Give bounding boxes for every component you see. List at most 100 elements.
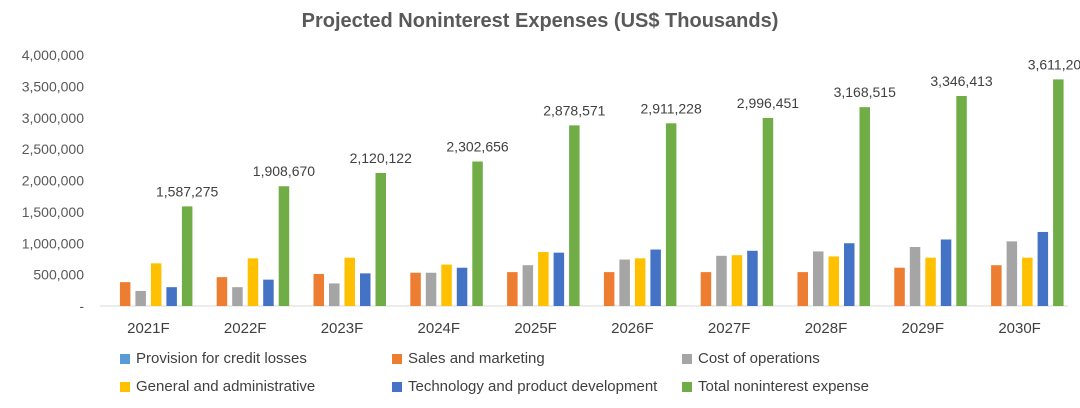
chart-title: Projected Noninterest Expenses (US$ Thou… bbox=[301, 10, 779, 32]
bar-technology-and-product-development bbox=[456, 267, 468, 306]
legend-item: General and administrative bbox=[120, 378, 315, 395]
bar-general-and-administrative bbox=[925, 257, 936, 306]
bar-general-and-administrative bbox=[828, 256, 839, 306]
legend-swatch bbox=[682, 381, 692, 392]
y-tick-label: 3,500,000 bbox=[22, 78, 84, 94]
bar-sales-and-marketing bbox=[410, 272, 421, 306]
bar-general-and-administrative bbox=[1022, 257, 1033, 306]
legend-swatch bbox=[392, 353, 402, 364]
x-tick-label: 2030F bbox=[998, 320, 1041, 337]
bar-sales-and-marketing bbox=[507, 272, 518, 306]
legend-item: Total noninterest expense bbox=[682, 378, 869, 395]
legend-label: Cost of operations bbox=[698, 350, 820, 367]
bar-technology-and-product-development bbox=[1037, 231, 1049, 306]
y-tick-label: 4,000,000 bbox=[22, 47, 84, 63]
legend-label: Provision for credit losses bbox=[136, 350, 307, 367]
data-label: 3,346,413 bbox=[930, 73, 992, 89]
legend-item: Sales and marketing bbox=[392, 350, 545, 367]
y-tick-label: 2,500,000 bbox=[22, 141, 84, 157]
bar-cost-of-operations bbox=[909, 247, 921, 306]
data-label: 3,611,202 bbox=[1028, 56, 1080, 72]
bar-total-noninterest-expense bbox=[375, 172, 386, 306]
bar-sales-and-marketing bbox=[216, 277, 228, 306]
bar-sales-and-marketing bbox=[991, 265, 1002, 306]
data-label: 2,996,451 bbox=[737, 95, 799, 111]
x-tick-label: 2029F bbox=[902, 320, 945, 337]
bar-total-noninterest-expense bbox=[762, 117, 774, 306]
legend-label: General and administrative bbox=[136, 378, 316, 395]
bar-general-and-administrative bbox=[538, 252, 549, 306]
bar-sales-and-marketing bbox=[119, 282, 131, 306]
x-tick-label: 2024F bbox=[418, 320, 461, 337]
bar-sales-and-marketing bbox=[603, 272, 615, 306]
y-tick-label: - bbox=[79, 298, 84, 314]
bar-cost-of-operations bbox=[522, 265, 534, 306]
bar-technology-and-product-development bbox=[360, 273, 371, 306]
data-label: 2,878,571 bbox=[543, 102, 605, 118]
bar-general-and-administrative bbox=[731, 255, 743, 306]
x-tick-label: 2025F bbox=[514, 320, 557, 337]
y-tick-label: 2,000,000 bbox=[22, 173, 84, 189]
bar-technology-and-product-development bbox=[263, 279, 274, 306]
y-tick-label: 1,000,000 bbox=[22, 235, 84, 251]
bar-sales-and-marketing bbox=[700, 272, 712, 306]
bar-cost-of-operations bbox=[619, 259, 630, 306]
legend-swatch bbox=[682, 353, 692, 364]
y-tick-label: 500,000 bbox=[33, 267, 84, 283]
data-label: 2,120,122 bbox=[350, 150, 412, 166]
bar-technology-and-product-development bbox=[166, 287, 177, 306]
bar-general-and-administrative bbox=[344, 257, 355, 306]
bar-cost-of-operations bbox=[232, 287, 243, 306]
x-tick-label: 2023F bbox=[321, 320, 364, 337]
legend-item: Provision for credit losses bbox=[120, 350, 307, 367]
legend-label: Total noninterest expense bbox=[698, 378, 869, 395]
legend-item: Technology and product development bbox=[392, 378, 657, 395]
x-tick-label: 2021F bbox=[127, 320, 170, 337]
legend-swatch bbox=[392, 381, 402, 392]
bar-cost-of-operations bbox=[329, 283, 340, 306]
x-tick-label: 2026F bbox=[611, 320, 654, 337]
bar-technology-and-product-development bbox=[747, 250, 758, 306]
bar-total-noninterest-expense bbox=[665, 123, 677, 307]
bar-technology-and-product-development bbox=[844, 243, 855, 306]
plot-area: - 500,000 1,000,000 1,500,000 2,000,000 2,500… bbox=[22, 47, 1080, 337]
bar-total-noninterest-expense bbox=[956, 96, 967, 307]
legend-item: Cost of operations bbox=[682, 350, 820, 367]
bar-total-noninterest-expense bbox=[472, 161, 483, 306]
bar-cost-of-operations bbox=[716, 255, 727, 306]
data-label: 2,911,228 bbox=[641, 100, 702, 116]
bar-cost-of-operations bbox=[813, 251, 824, 306]
bar-total-noninterest-expense bbox=[859, 107, 870, 306]
bar-general-and-administrative bbox=[247, 258, 259, 306]
bar-sales-and-marketing bbox=[797, 272, 808, 306]
bar-total-noninterest-expense bbox=[278, 186, 290, 306]
x-tick-label: 2022F bbox=[224, 320, 267, 337]
bar-technology-and-product-development bbox=[650, 249, 661, 306]
data-label: 1,908,670 bbox=[253, 163, 315, 179]
bar-general-and-administrative bbox=[441, 264, 452, 306]
bar-technology-and-product-development bbox=[940, 239, 952, 306]
y-tick-label: 1,500,000 bbox=[22, 204, 84, 220]
bar-general-and-administrative bbox=[150, 263, 162, 306]
bar-cost-of-operations bbox=[425, 272, 437, 306]
legend-label: Technology and product development bbox=[408, 378, 658, 395]
bar-general-and-administrative bbox=[634, 258, 646, 306]
data-label: 3,168,515 bbox=[834, 84, 896, 100]
bar-total-noninterest-expense bbox=[569, 125, 580, 307]
x-tick-label: 2027F bbox=[708, 320, 751, 337]
bar-sales-and-marketing bbox=[313, 273, 324, 306]
data-label: 1,587,275 bbox=[156, 183, 218, 199]
legend-swatch bbox=[120, 353, 130, 364]
bar-technology-and-product-development bbox=[553, 252, 565, 306]
bar-cost-of-operations bbox=[135, 290, 146, 306]
legend-label: Sales and marketing bbox=[408, 350, 545, 367]
x-tick-label: 2028F bbox=[805, 320, 848, 337]
legend-swatch bbox=[120, 381, 130, 392]
bar-cost-of-operations bbox=[1006, 241, 1018, 306]
bar-sales-and-marketing bbox=[894, 267, 905, 306]
y-tick-label: 3,000,000 bbox=[22, 110, 84, 126]
data-label: 2,302,656 bbox=[446, 139, 508, 155]
bar-total-noninterest-expense bbox=[1053, 79, 1064, 307]
bar-total-noninterest-expense bbox=[181, 206, 193, 306]
